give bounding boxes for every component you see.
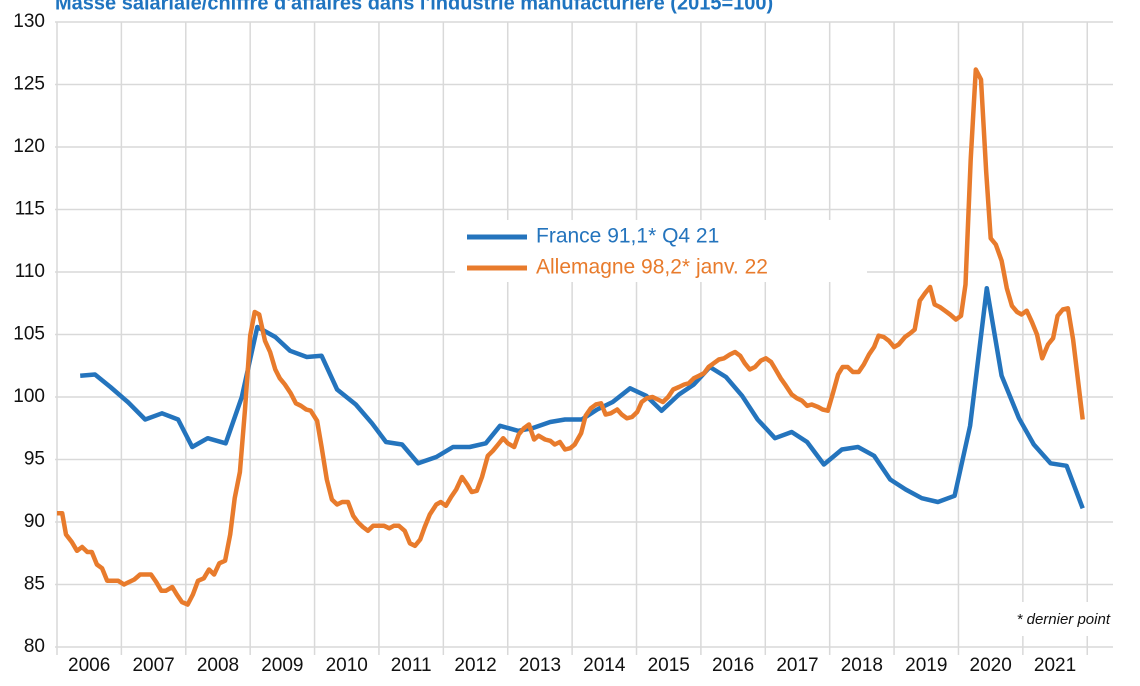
x-tick-label: 2020 [970,655,1012,676]
x-tick-label: 2012 [454,655,496,676]
lines [57,67,1085,607]
annotation-box [990,602,1116,636]
chart-title: Masse salariale/chiffre d'affaires dans … [55,0,773,14]
grid [55,21,1113,655]
x-tick-label: 2016 [712,655,754,676]
y-tick-label: 80 [24,636,45,657]
y-tick-label: 115 [15,199,45,220]
x-tick-label: 2019 [905,655,947,676]
annotation: * dernier point [1017,611,1111,628]
legend-label: France 91,1* Q4 21 [536,225,719,248]
x-tick-label: 2009 [261,655,303,676]
y-tick-label: 95 [24,449,45,470]
x-tick-label: 2008 [197,655,239,676]
legend: France 91,1* Q4 21 Allemagne 98,2* janv. … [467,225,768,279]
y-tick-label: 105 [13,324,45,345]
x-tick-label: 2010 [326,655,368,676]
x-tick-label: 2011 [391,655,432,676]
y-tick-label: 125 [13,74,45,95]
legend-label: Allemagne 98,2* janv. 22 [536,256,768,279]
x-tick-label: 2021 [1034,655,1076,676]
y-tick-label: 85 [24,574,45,595]
y-tick-label: 130 [13,11,45,32]
y-tick-label: 90 [24,511,45,532]
legend-box [455,220,867,282]
y-tick-label: 120 [13,136,45,157]
line-series [57,67,1085,607]
y-tick-label: 110 [15,261,45,282]
y-tick-label: 100 [13,386,45,407]
x-tick-label: 2018 [841,655,883,676]
x-tick-label: 2006 [68,655,110,676]
x-tick-label: 2017 [776,655,818,676]
x-tick-label: 2007 [132,655,174,676]
x-tick-label: 2013 [519,655,561,676]
x-tick-label: 2015 [648,655,690,676]
x-tick-label: 2014 [583,655,626,676]
